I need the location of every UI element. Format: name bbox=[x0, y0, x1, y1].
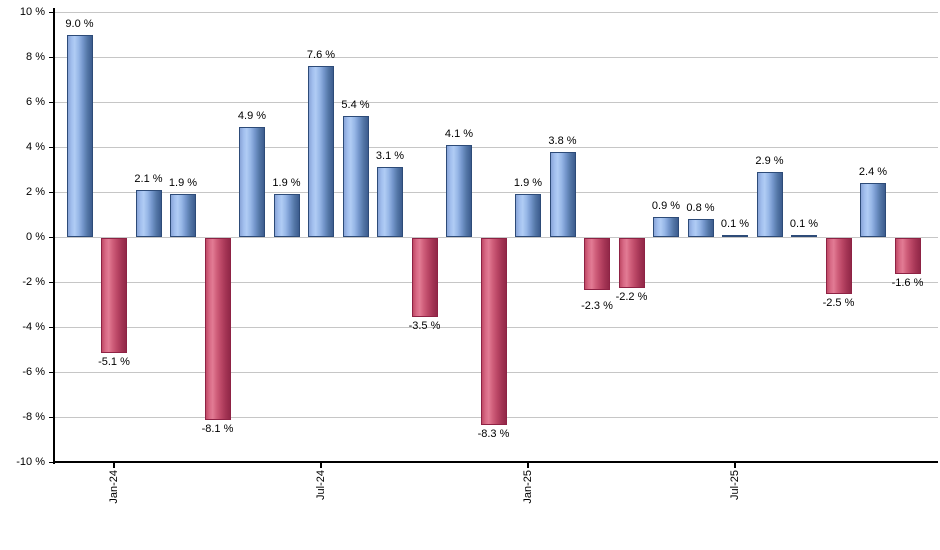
x-axis-tick-label: Jan-25 bbox=[522, 470, 534, 504]
gridline bbox=[55, 192, 938, 193]
bar-23 bbox=[825, 238, 852, 295]
x-axis-tick-label: Jul-24 bbox=[315, 470, 327, 500]
y-axis-line bbox=[53, 8, 55, 464]
bar-value-label: 2.4 % bbox=[858, 166, 888, 178]
bar-value-label: -2.5 % bbox=[822, 297, 855, 310]
bar-2 bbox=[101, 238, 127, 353]
y-axis-tick-label: -4 % bbox=[22, 321, 45, 333]
y-axis-tick bbox=[49, 12, 54, 13]
y-axis-tick-label: 4 % bbox=[26, 141, 45, 153]
bar-25 bbox=[894, 238, 921, 274]
bar-3 bbox=[135, 189, 162, 237]
bar-value-label: 5.4 % bbox=[341, 98, 370, 111]
gridline bbox=[55, 102, 938, 103]
bar-value-label: 1.9 % bbox=[513, 177, 543, 190]
gridline bbox=[55, 237, 938, 238]
bar-value-label: -2.2 % bbox=[615, 290, 648, 303]
y-axis-tick-label: 10 % bbox=[19, 6, 45, 18]
bar-20 bbox=[722, 234, 748, 237]
bar-5 bbox=[204, 238, 231, 421]
bar-value-label: 2.1 % bbox=[134, 172, 163, 185]
bar-value-label: -8.3 % bbox=[477, 427, 510, 440]
x-axis-tick bbox=[527, 462, 529, 468]
y-axis-tick-label: 6 % bbox=[26, 96, 45, 108]
y-axis-tick-label: -2 % bbox=[22, 276, 45, 288]
bar-value-label: -2.3 % bbox=[581, 299, 613, 312]
bar-13 bbox=[480, 238, 507, 425]
bar-18 bbox=[653, 216, 679, 237]
bar-value-label: 7.6 % bbox=[306, 49, 336, 61]
bar-8 bbox=[308, 66, 334, 237]
y-axis-tick-label: 8 % bbox=[26, 51, 45, 63]
x-axis-tick-label: Jan-24 bbox=[108, 470, 120, 504]
y-axis-tick bbox=[49, 147, 54, 148]
bar-11 bbox=[411, 238, 438, 317]
bar-value-label: 4.9 % bbox=[237, 109, 267, 122]
y-axis-tick-label: -8 % bbox=[22, 411, 45, 423]
bar-value-label: 0.8 % bbox=[686, 202, 715, 214]
bar-12 bbox=[446, 144, 472, 237]
bar-16 bbox=[584, 238, 610, 290]
bar-6 bbox=[239, 126, 265, 237]
y-axis-tick bbox=[49, 417, 54, 418]
y-axis-tick bbox=[49, 372, 54, 373]
y-axis-tick-label: -10 % bbox=[16, 456, 45, 468]
bar-10 bbox=[377, 167, 403, 237]
bar-7 bbox=[273, 194, 300, 237]
bar-value-label: -8.1 % bbox=[201, 423, 234, 436]
bar-value-label: -3.5 % bbox=[408, 319, 441, 332]
x-axis-tick bbox=[320, 462, 322, 468]
bar-24 bbox=[860, 183, 886, 237]
bar-value-label: 0.1 % bbox=[789, 217, 819, 230]
x-axis-tick bbox=[734, 462, 736, 468]
y-axis-tick bbox=[49, 327, 54, 328]
bar-21 bbox=[756, 171, 783, 237]
bar-14 bbox=[515, 194, 541, 237]
y-axis-tick bbox=[49, 237, 54, 238]
bar-1 bbox=[66, 34, 93, 237]
x-axis-tick-label: Jul-25 bbox=[729, 470, 741, 500]
y-axis-tick-label: 0 % bbox=[26, 231, 45, 243]
bar-value-label: -5.1 % bbox=[98, 355, 130, 368]
bar-4 bbox=[170, 194, 196, 237]
bar-value-label: 0.9 % bbox=[651, 199, 681, 212]
bar-value-label: 9.0 % bbox=[65, 17, 94, 30]
y-axis-tick bbox=[49, 282, 54, 283]
bar-value-label: 1.9 % bbox=[272, 177, 301, 190]
bar-value-label: 3.8 % bbox=[548, 134, 577, 147]
gridline bbox=[55, 12, 938, 13]
bar-value-label: 3.1 % bbox=[375, 150, 405, 163]
x-axis-tick bbox=[113, 462, 115, 468]
y-axis-tick-label: 2 % bbox=[26, 186, 45, 198]
gridline bbox=[55, 57, 938, 58]
bar-19 bbox=[687, 219, 714, 237]
bar-value-label: -1.6 % bbox=[891, 277, 924, 289]
bar-15 bbox=[549, 151, 576, 237]
bar-22 bbox=[791, 234, 817, 237]
y-axis-tick-label: -6 % bbox=[22, 366, 45, 378]
bar-value-label: 2.9 % bbox=[755, 154, 784, 167]
bar-value-label: 4.1 % bbox=[444, 127, 474, 140]
bar-value-label: 0.1 % bbox=[720, 217, 750, 230]
y-axis-tick bbox=[49, 192, 54, 193]
y-axis-tick bbox=[49, 462, 54, 463]
bar-17 bbox=[618, 238, 645, 288]
bar-value-label: 1.9 % bbox=[168, 177, 198, 190]
gridline bbox=[55, 147, 938, 148]
y-axis-tick bbox=[49, 57, 54, 58]
x-axis-line bbox=[53, 460, 938, 463]
y-axis-tick bbox=[49, 102, 54, 103]
bar-9 bbox=[342, 115, 369, 237]
